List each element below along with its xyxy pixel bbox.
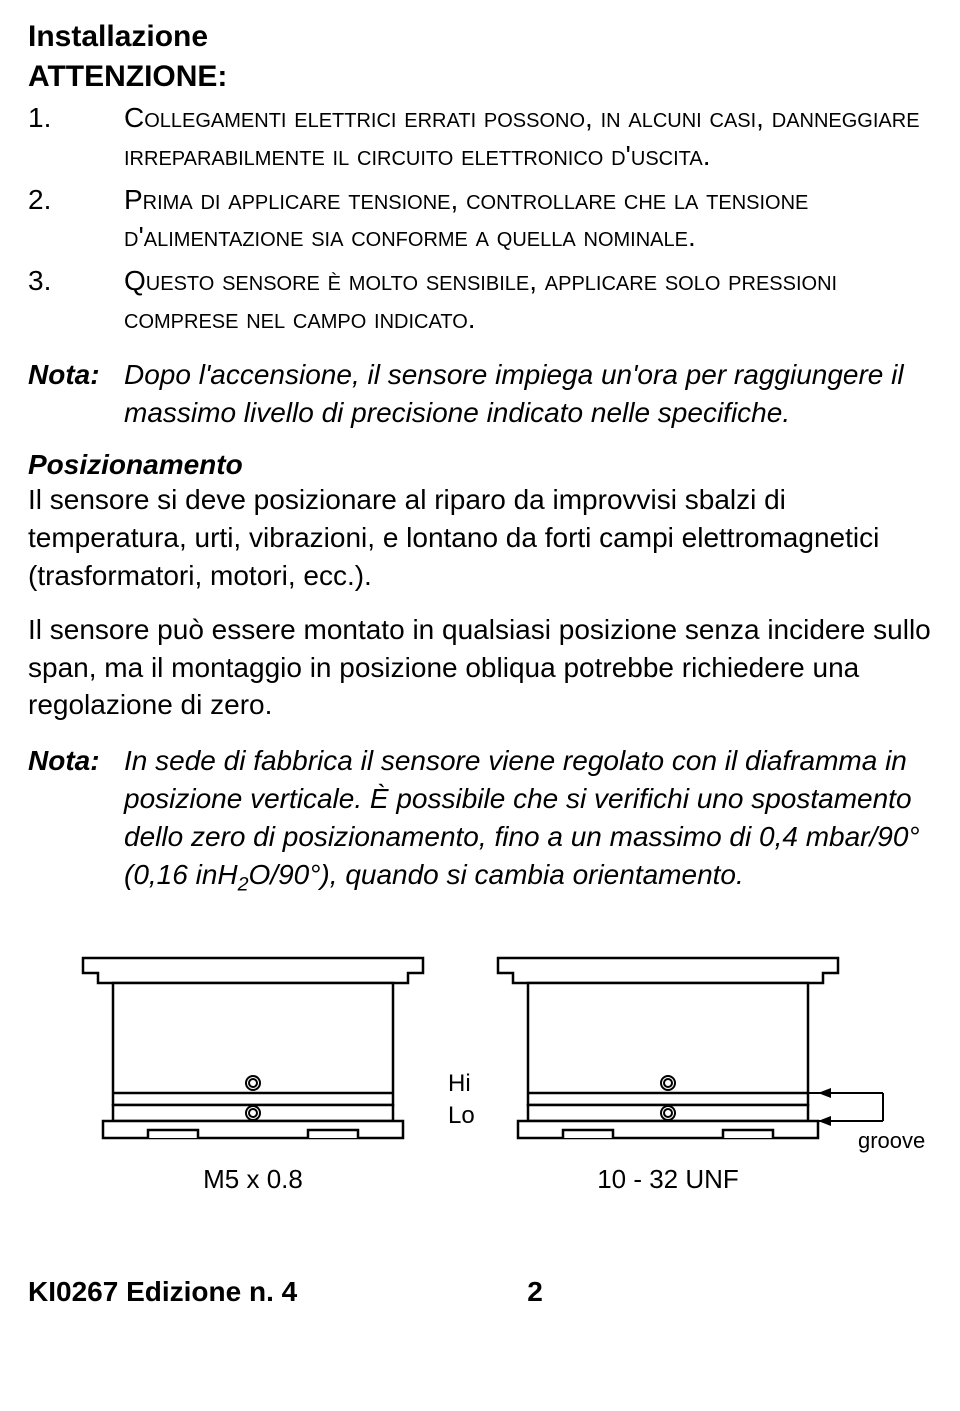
list-item: 1. Collegamenti elettrici errati possono… [28, 99, 932, 175]
groove-label: groove [858, 1128, 925, 1153]
body-paragraph: Il sensore si deve posizionare al riparo… [28, 481, 932, 594]
subheading-positioning: Posizionamento [28, 449, 932, 481]
list-item: 2. Prima di applicare tensione, controll… [28, 181, 932, 257]
warning-heading: ATTENZIONE: [28, 58, 932, 96]
list-number: 1. [28, 99, 124, 137]
note-text: In sede di fabbrica il sensore viene reg… [124, 742, 932, 897]
list-text: Prima di applicare tensione, controllare… [124, 181, 932, 257]
footer-doc-id: KI0267 Edizione n. 4 [28, 1276, 297, 1308]
footer-page-number: 2 [527, 1276, 543, 1308]
list-number: 2. [28, 181, 124, 219]
note-text-sub: 2 [238, 873, 249, 895]
note-block: Nota: Dopo l'accensione, il sensore impi… [28, 356, 932, 432]
list-text: Collegamenti elettrici errati possono, i… [124, 99, 932, 175]
list-text: Questo sensore è molto sensibile, applic… [124, 262, 932, 338]
hi-label: Hi [448, 1070, 471, 1097]
note-text-post: O/90°), quando si cambia orientamento. [249, 859, 744, 890]
note-label: Nota: [28, 742, 124, 780]
note-block: Nota: In sede di fabbrica il sensore vie… [28, 742, 932, 897]
right-caption: 10 - 32 UNF [597, 1164, 739, 1194]
section-title: Installazione [28, 18, 932, 56]
note-label: Nota: [28, 356, 124, 394]
list-item: 3. Questo sensore è molto sensibile, app… [28, 262, 932, 338]
list-number: 3. [28, 262, 124, 300]
page-footer: KI0267 Edizione n. 4 2 [28, 1276, 932, 1308]
left-caption: M5 x 0.8 [203, 1164, 303, 1194]
lo-label: Lo [448, 1102, 475, 1129]
body-paragraph: Il sensore può essere montato in qualsia… [28, 611, 932, 724]
note-text: Dopo l'accensione, il sensore impiega un… [124, 356, 932, 432]
warning-list: 1. Collegamenti elettrici errati possono… [28, 99, 932, 338]
sensor-diagram: Hi Lo groove M5 x 0.8 10 - 32 UNF [28, 938, 932, 1228]
